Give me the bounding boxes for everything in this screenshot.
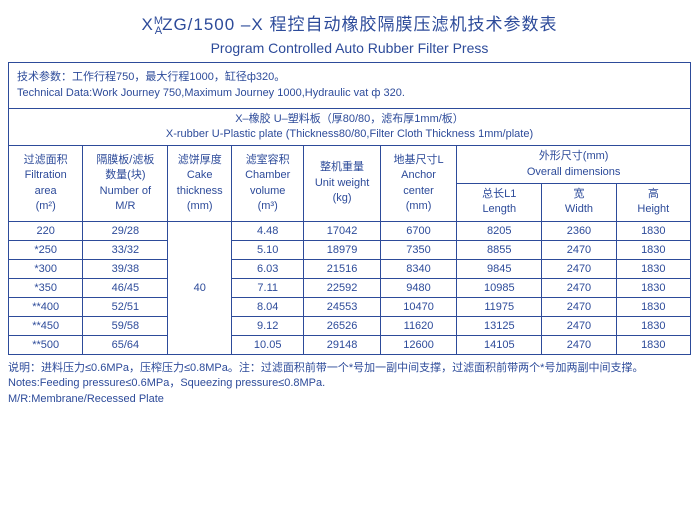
cell-length: 8205 [457,221,542,240]
cell-area: **500 [9,335,83,354]
cell-anchor: 9480 [380,278,456,297]
cell-num: 59/58 [83,316,168,335]
table-row: 22029/28404.48170426700820523601830 [9,221,691,240]
hdr-number-mr: 隔膜板/滤板数量(块)Number ofM/R [83,146,168,222]
tech-cn: 技术参数：工作行程750，最大行程1000，缸径ф320。 [17,71,285,83]
cell-vol: 8.04 [232,297,304,316]
cell-height: 1830 [616,278,690,297]
cell-weight: 26526 [304,316,380,335]
cell-length: 9845 [457,259,542,278]
table-row: *35046/45 7.112259294801098524701830 [9,278,691,297]
cell-num: 33/32 [83,240,168,259]
table-row: *30039/38 6.03215168340984524701830 [9,259,691,278]
cell-width: 2470 [542,240,616,259]
cell-height: 1830 [616,221,690,240]
cell-height: 1830 [616,240,690,259]
cell-weight: 24553 [304,297,380,316]
table-row: **40052/51 8.0424553104701197524701830 [9,297,691,316]
cell-anchor: 7350 [380,240,456,259]
cell-area: 220 [9,221,83,240]
plate-cn: X–橡胶 U–塑料板（厚80/80，滤布厚1mm/板） [235,113,464,125]
cell-length: 8855 [457,240,542,259]
cell-weight: 29148 [304,335,380,354]
cell-width: 2470 [542,259,616,278]
cell-num: 39/38 [83,259,168,278]
notes-l3: M/R:Membrane/Recessed Plate [8,393,164,405]
cell-num: 52/51 [83,297,168,316]
hdr-filtration-area: 过滤面积Filtration area(m²) [9,146,83,222]
cell-width: 2470 [542,335,616,354]
hdr-cake-thickness: 滤饼厚度Cakethickness(mm) [168,146,232,222]
cell-width: 2360 [542,221,616,240]
sub-title: Program Controlled Auto Rubber Filter Pr… [8,40,691,56]
cell-weight: 21516 [304,259,380,278]
cell-length: 11975 [457,297,542,316]
cell-area: *350 [9,278,83,297]
notes-l1: 说明：进料压力≤0.6MPa，压榨压力≤0.8MPa。注：过滤面积前带一个*号加… [8,362,643,374]
cell-weight: 18979 [304,240,380,259]
cell-area: **450 [9,316,83,335]
cell-length: 13125 [457,316,542,335]
hdr-unit-weight: 整机重量Unit weight(kg) [304,146,380,222]
cell-width: 2470 [542,316,616,335]
cell-vol: 6.03 [232,259,304,278]
hdr-length: 总长L1Length [457,184,542,222]
cell-height: 1830 [616,259,690,278]
cell-num: 65/64 [83,335,168,354]
plate-row: X–橡胶 U–塑料板（厚80/80，滤布厚1mm/板） X-rubber U-P… [9,108,691,146]
header-row-1: 过滤面积Filtration area(m²) 隔膜板/滤板数量(块)Numbe… [9,146,691,184]
cell-vol: 5.10 [232,240,304,259]
notes-l2: Notes:Feeding pressure≤0.6MPa，Squeezing … [8,377,325,389]
cell-area: **400 [9,297,83,316]
cell-height: 1830 [616,316,690,335]
table-row: **45059/58 9.1226526116201312524701830 [9,316,691,335]
cell-length: 10985 [457,278,542,297]
spec-table: 技术参数：工作行程750，最大行程1000，缸径ф320。 Technical … [8,62,691,355]
cell-length: 14105 [457,335,542,354]
cell-width: 2470 [542,278,616,297]
notes: 说明：进料压力≤0.6MPa，压榨压力≤0.8MPa。注：过滤面积前带一个*号加… [8,361,691,407]
cell-vol: 7.11 [232,278,304,297]
hdr-chamber-volume: 滤室容积Chambervolume(m³) [232,146,304,222]
cell-anchor: 11620 [380,316,456,335]
cell-anchor: 8340 [380,259,456,278]
cell-anchor: 12600 [380,335,456,354]
hdr-height: 高Height [616,184,690,222]
main-title: XMAZG/1500 –X 程控自动橡胶隔膜压滤机技术参数表 [8,10,691,36]
table-row: *25033/32 5.10189797350885524701830 [9,240,691,259]
cell-num: 46/45 [83,278,168,297]
cell-area: *250 [9,240,83,259]
cell-anchor: 6700 [380,221,456,240]
hdr-overall-dimensions: 外形尺寸(mm)Overall dimensions [457,146,691,184]
cell-cake-thickness: 40 [168,221,232,354]
hdr-width: 宽Width [542,184,616,222]
cell-area: *300 [9,259,83,278]
tech-data-row: 技术参数：工作行程750，最大行程1000，缸径ф320。 Technical … [9,62,691,108]
title-prefix: X [142,15,154,34]
tech-en: Technical Data:Work Journey 750,Maximum … [17,87,405,99]
cell-vol: 10.05 [232,335,304,354]
cell-height: 1830 [616,335,690,354]
cell-vol: 4.48 [232,221,304,240]
title-rest: ZG/1500 –X 程控自动橡胶隔膜压滤机技术参数表 [162,15,557,34]
cell-height: 1830 [616,297,690,316]
cell-weight: 22592 [304,278,380,297]
cell-vol: 9.12 [232,316,304,335]
cell-anchor: 10470 [380,297,456,316]
table-row: **50065/64 10.0529148126001410524701830 [9,335,691,354]
plate-en: X-rubber U-Plastic plate (Thickness80/80… [166,128,533,140]
cell-num: 29/28 [83,221,168,240]
cell-weight: 17042 [304,221,380,240]
cell-width: 2470 [542,297,616,316]
hdr-anchor-center: 地基尺寸LAnchorcenter(mm) [380,146,456,222]
